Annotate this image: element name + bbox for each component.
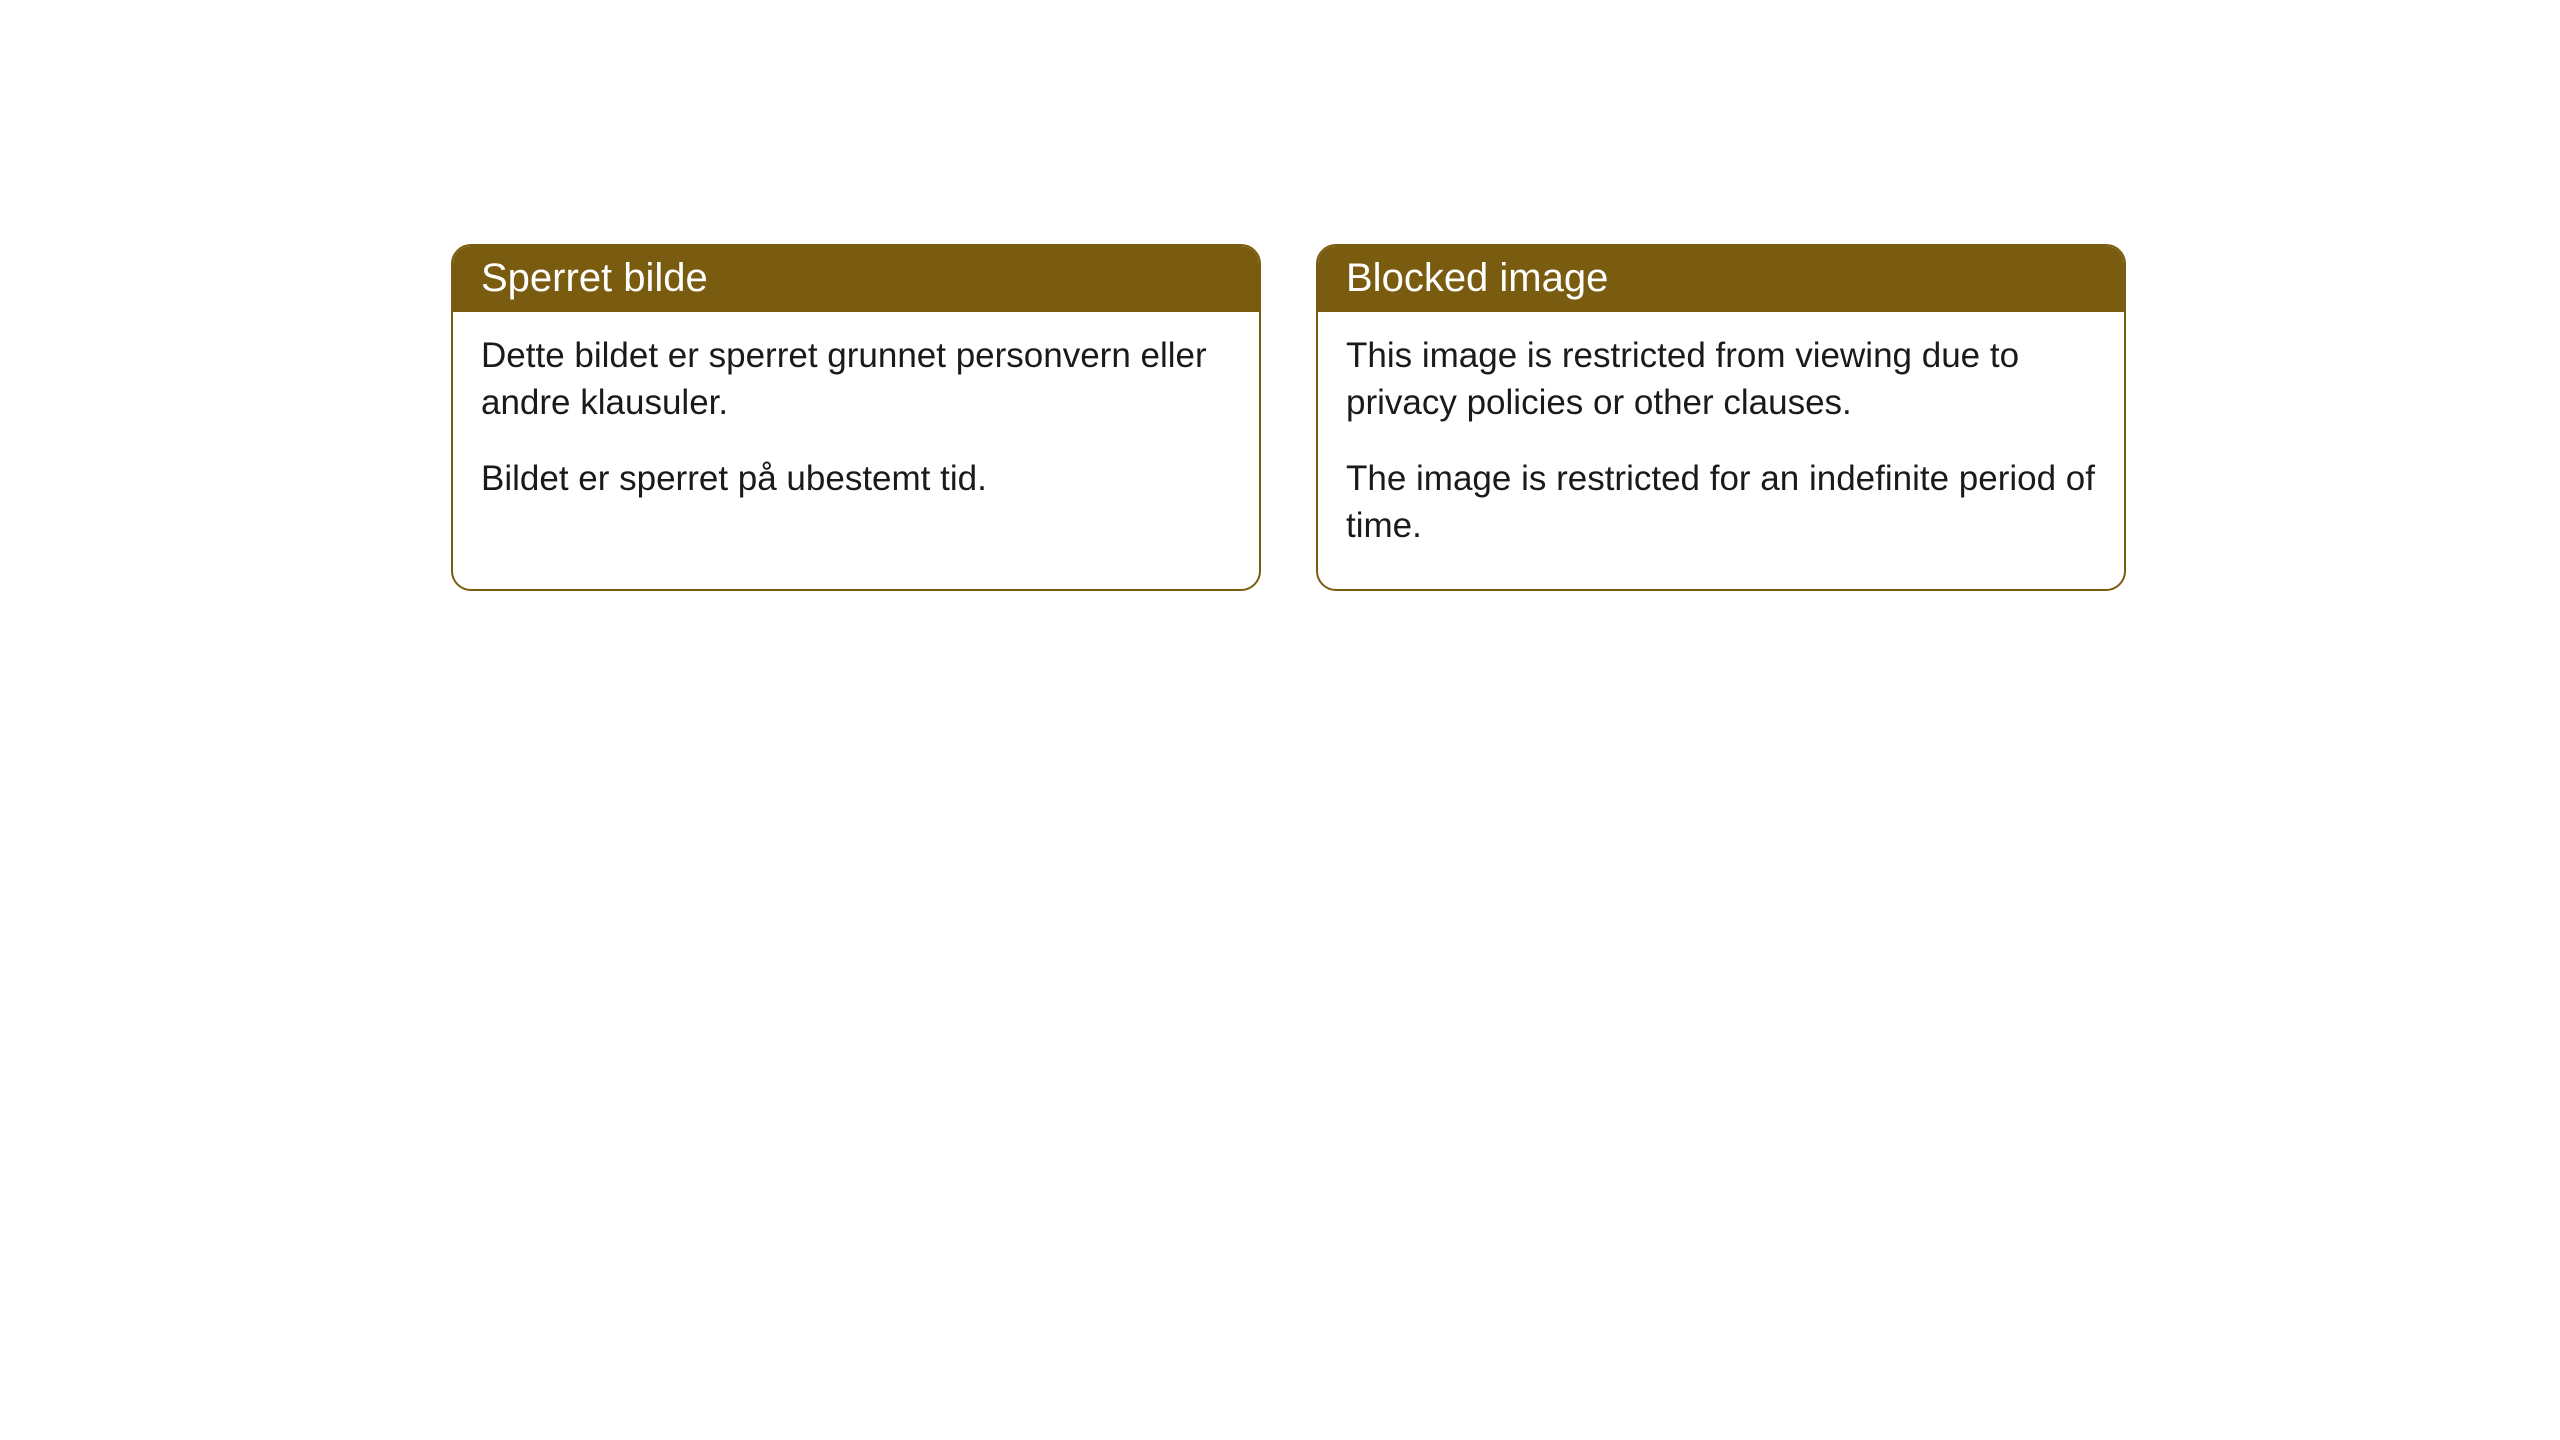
notice-card-norwegian: Sperret bilde Dette bildet er sperret gr…	[451, 244, 1261, 591]
card-title: Sperret bilde	[453, 246, 1259, 312]
card-body: This image is restricted from viewing du…	[1318, 312, 2124, 589]
card-body: Dette bildet er sperret grunnet personve…	[453, 312, 1259, 542]
card-body-paragraph: Bildet er sperret på ubestemt tid.	[481, 455, 1231, 502]
card-body-paragraph: The image is restricted for an indefinit…	[1346, 455, 2096, 550]
notice-card-english: Blocked image This image is restricted f…	[1316, 244, 2126, 591]
card-title: Blocked image	[1318, 246, 2124, 312]
card-body-paragraph: Dette bildet er sperret grunnet personve…	[481, 332, 1231, 427]
notice-cards-container: Sperret bilde Dette bildet er sperret gr…	[451, 244, 2126, 591]
card-body-paragraph: This image is restricted from viewing du…	[1346, 332, 2096, 427]
